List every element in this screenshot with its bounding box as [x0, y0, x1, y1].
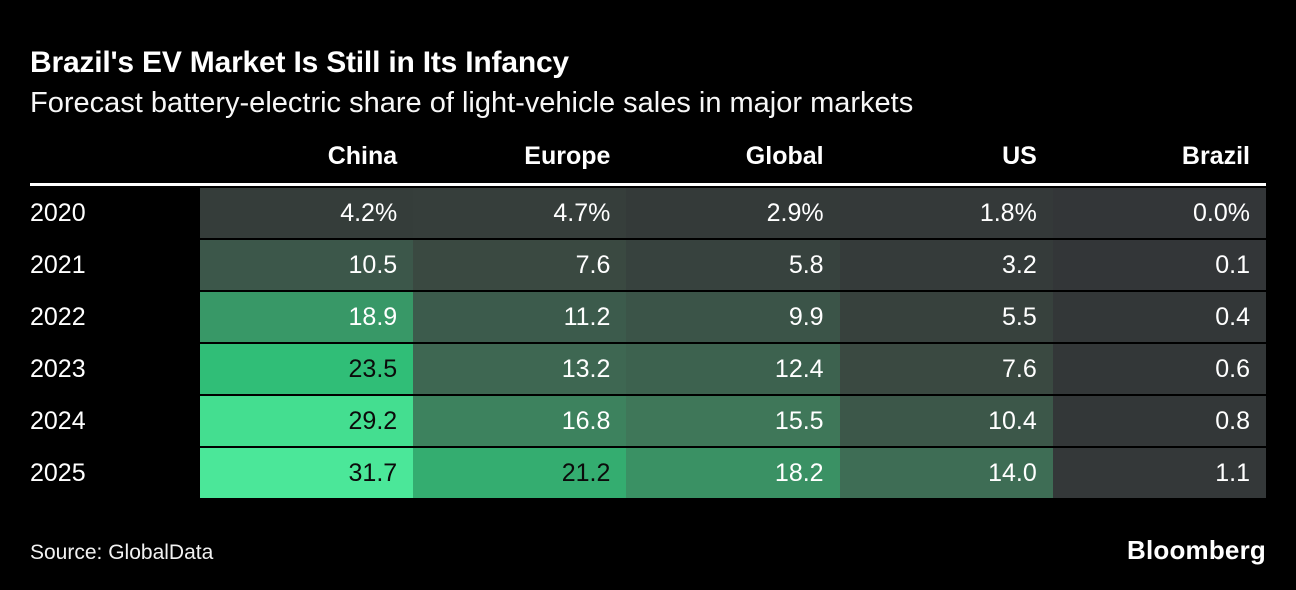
heatmap-cell: 23.5 — [200, 344, 414, 395]
heatmap-cell: 13.2 — [413, 344, 627, 395]
heatmap-cell: 12.4 — [626, 344, 840, 395]
heatmap-cell: 0.6 — [1052, 344, 1266, 395]
heatmap-cell: 0.8 — [1052, 396, 1266, 447]
heatmap-cell: 0.0% — [1052, 188, 1266, 239]
table-row: 2022 18.9 11.2 9.9 5.5 0.4 — [30, 292, 1266, 343]
table-row: 2023 23.5 13.2 12.4 7.6 0.6 — [30, 344, 1266, 395]
bloomberg-logo: Bloomberg — [1126, 535, 1266, 565]
row-label-year: 2020 — [30, 198, 86, 227]
heatmap-cell: 7.6 — [413, 240, 627, 291]
header-divider — [30, 183, 1266, 187]
column-header-brazil: Brazil — [1181, 142, 1250, 171]
column-header-us: US — [1002, 142, 1037, 171]
heatmap-cell: 9.9 — [626, 292, 840, 343]
row-label-year: 2023 — [30, 354, 86, 383]
heatmap-cell: 21.2 — [413, 448, 627, 499]
heatmap-cell: 14.0 — [839, 448, 1053, 499]
heatmap-cell: 16.8 — [413, 396, 627, 447]
column-header-global: Global — [745, 142, 824, 171]
heatmap-header-row: China Europe Global US Brazil — [30, 142, 1266, 183]
column-header-europe: Europe — [524, 142, 611, 171]
heatmap-cell: 4.7% — [413, 188, 627, 239]
table-row: 2021 10.5 7.6 5.8 3.2 0.1 — [30, 240, 1266, 291]
heatmap-cell: 29.2 — [200, 396, 414, 447]
row-label-year: 2024 — [30, 406, 86, 435]
heatmap-cell: 5.5 — [839, 292, 1053, 343]
source-note: Source: GlobalData — [30, 541, 214, 564]
heatmap-cell: 0.1 — [1052, 240, 1266, 291]
heatmap-cell: 10.4 — [839, 396, 1053, 447]
heatmap-cell: 2.9% — [626, 188, 840, 239]
heatmap-cell: 10.5 — [200, 240, 414, 291]
header-corner-spacer — [30, 171, 200, 183]
heatmap-cell: 1.1 — [1052, 448, 1266, 499]
heatmap-cell: 0.4 — [1052, 292, 1266, 343]
table-row: 2020 4.2% 4.7% 2.9% 1.8% 0.0% — [30, 188, 1266, 239]
chart-footer: Source: GlobalData Bloomberg — [30, 535, 1266, 566]
table-row: 2024 29.2 16.8 15.5 10.4 0.8 — [30, 396, 1266, 447]
table-row: 2025 31.7 21.2 18.2 14.0 1.1 — [30, 448, 1266, 499]
row-label-year: 2022 — [30, 302, 86, 331]
heatmap-cell: 15.5 — [626, 396, 840, 447]
heatmap-cell: 1.8% — [839, 188, 1053, 239]
heatmap-cell: 18.2 — [626, 448, 840, 499]
row-label-year: 2025 — [30, 458, 86, 487]
heatmap-table: China Europe Global US Brazil 2020 4.2% 4.7% 2.… — [30, 142, 1266, 499]
row-label-year: 2021 — [30, 250, 86, 279]
heatmap-cell: 3.2 — [839, 240, 1053, 291]
column-header-china: China — [327, 142, 398, 171]
heatmap-cell: 18.9 — [200, 292, 414, 343]
heatmap-cell: 7.6 — [839, 344, 1053, 395]
heatmap-cell: 5.8 — [626, 240, 840, 291]
heatmap-cell: 31.7 — [200, 448, 414, 499]
chart-title: Brazil's EV Market Is Still in Its Infan… — [30, 46, 569, 79]
heatmap-cell: 11.2 — [413, 292, 627, 343]
chart-subtitle: Forecast battery-electric share of light… — [30, 87, 914, 119]
heatmap-cell: 4.2% — [200, 188, 414, 239]
heatmap-body: 2020 4.2% 4.7% 2.9% 1.8% 0.0% 2021 10.5 7.6 5.8 3.… — [30, 188, 1266, 499]
